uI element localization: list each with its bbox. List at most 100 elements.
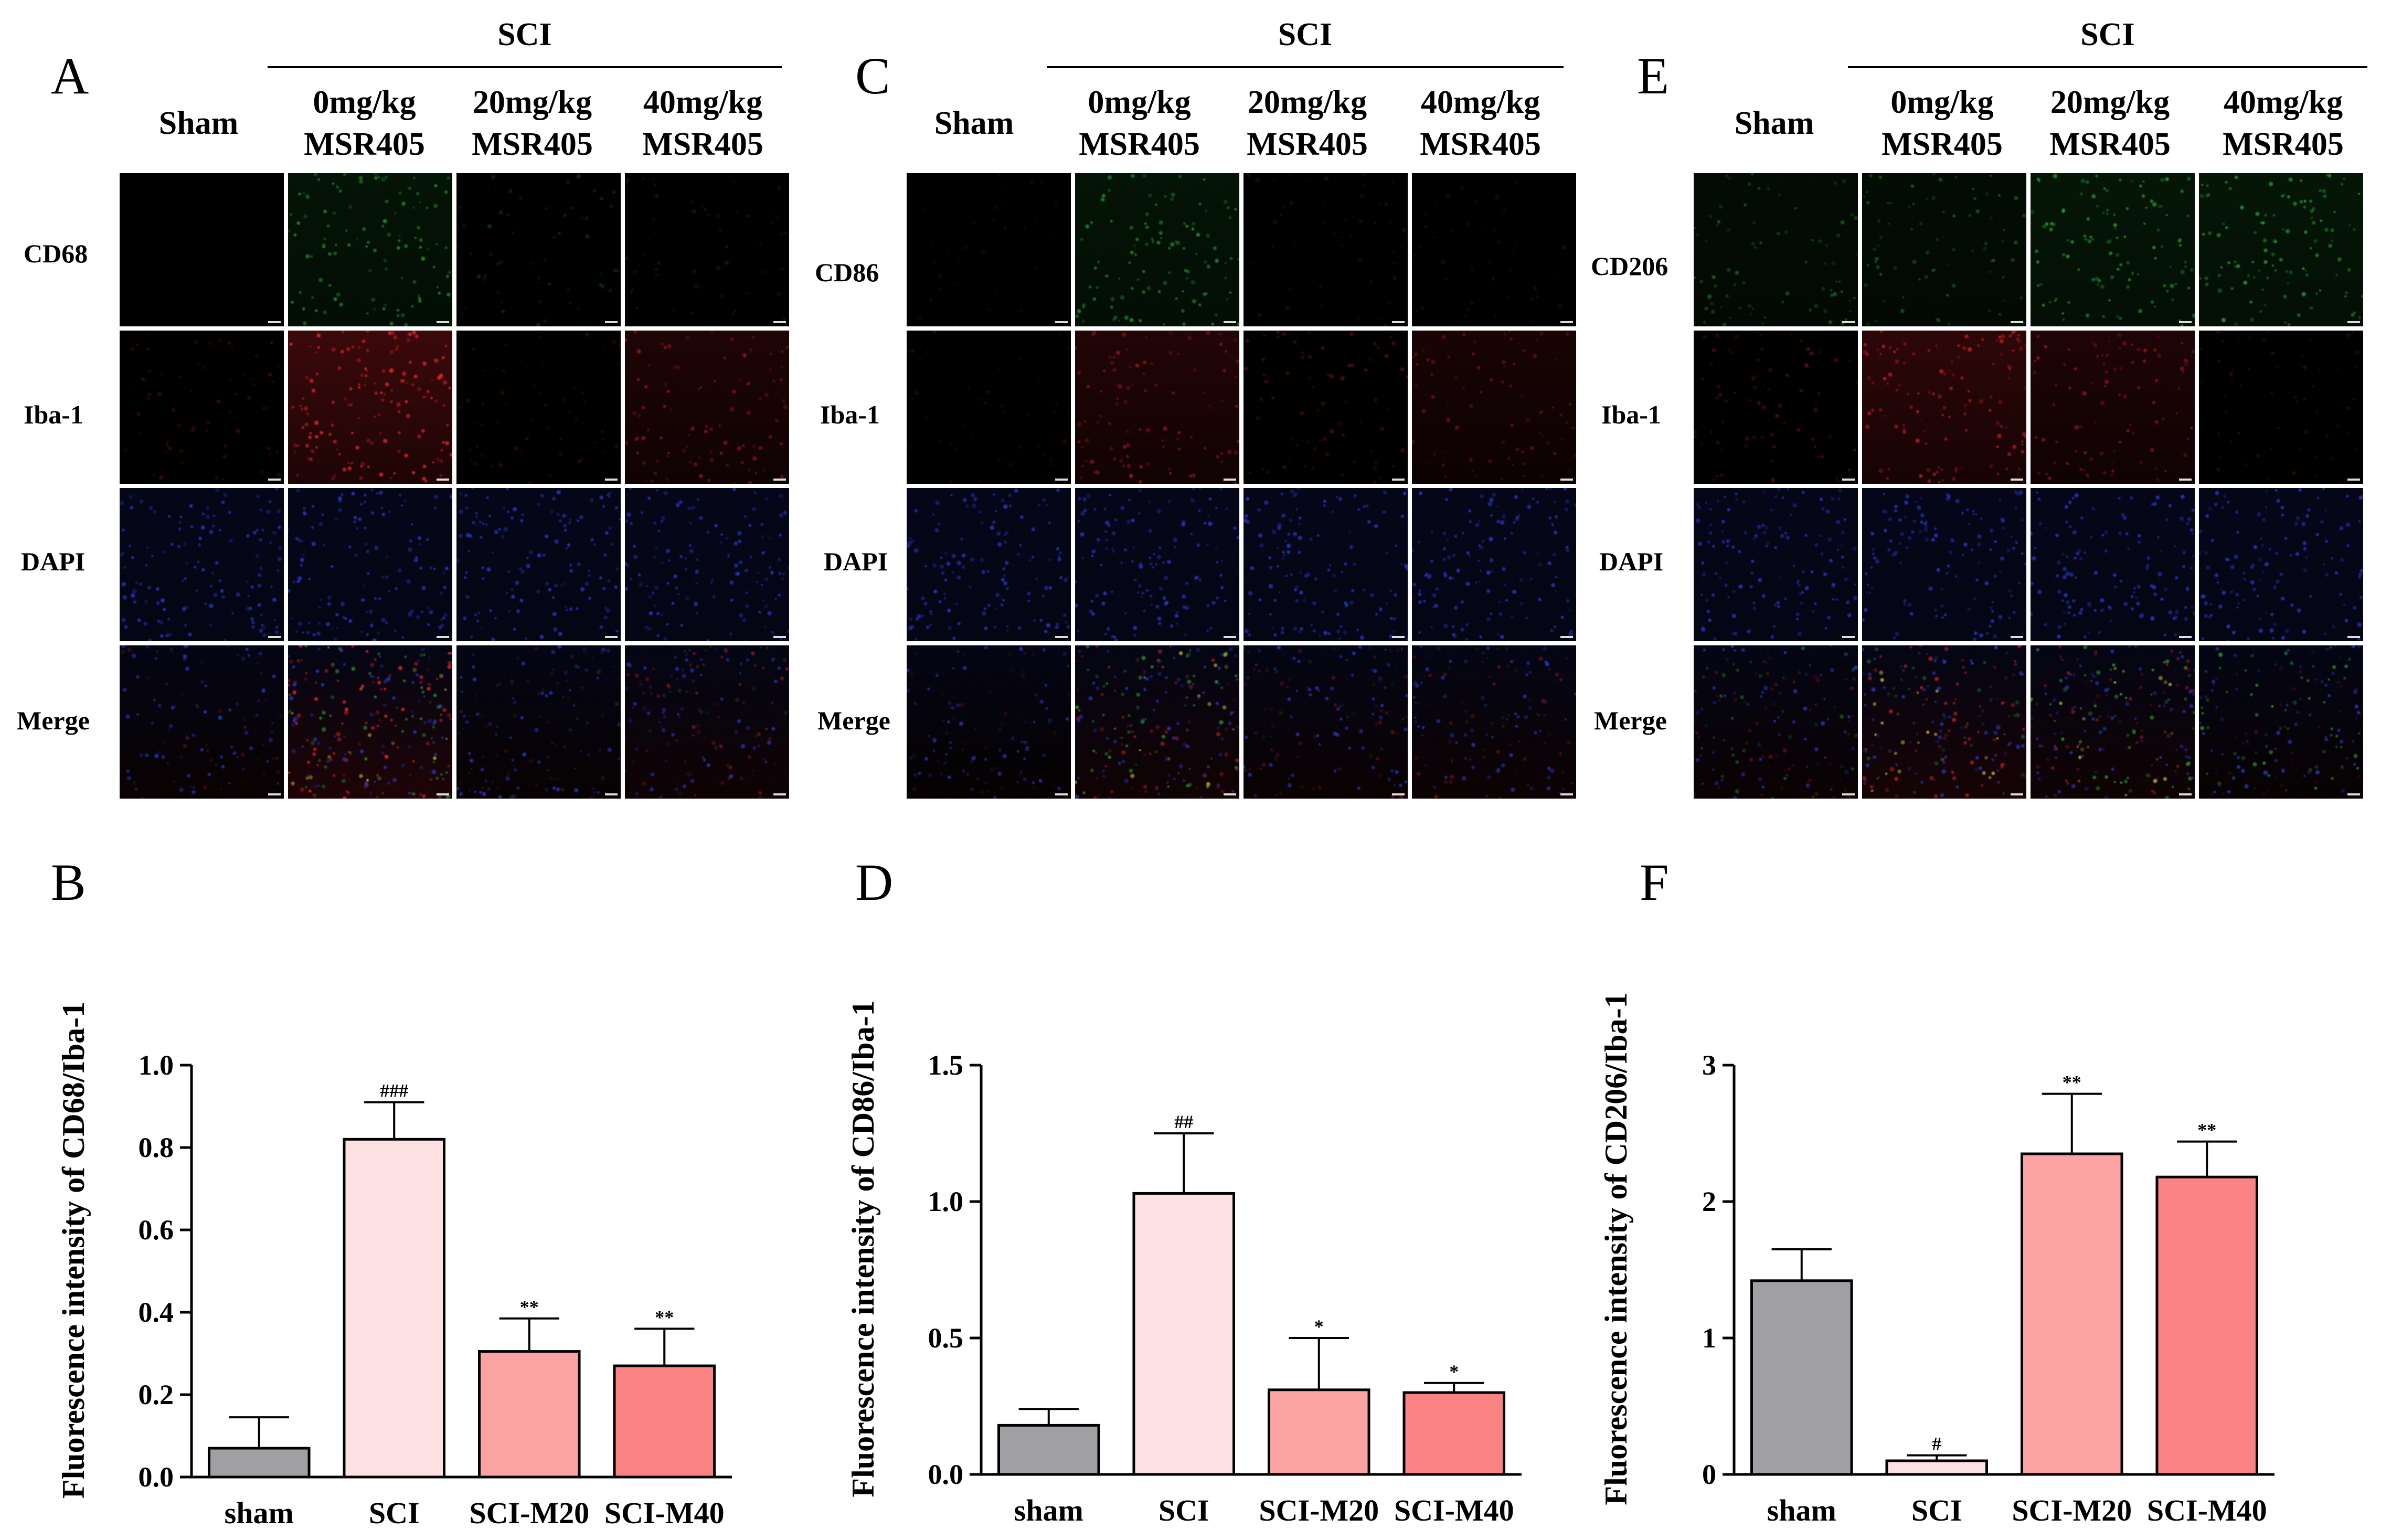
micrograph-texture xyxy=(907,331,1071,484)
micrograph-texture xyxy=(1862,173,2026,326)
micrograph-texture xyxy=(120,645,284,799)
micrograph-texture xyxy=(1862,331,2026,484)
bar xyxy=(613,1364,716,1479)
significance-label: ### xyxy=(380,1080,408,1101)
y-tick-label: 0 xyxy=(1702,1459,1716,1490)
micrograph-tile-merge-1 xyxy=(907,645,1071,799)
x-tick-label: SCI-M20 xyxy=(2012,1493,2132,1527)
scale-bar xyxy=(1560,321,1573,323)
micrograph-tile-marker-4 xyxy=(625,173,789,326)
scale-bar xyxy=(1560,793,1573,795)
sci-group-line xyxy=(268,66,782,68)
panel-letter-D: D xyxy=(855,853,894,911)
scale-bar xyxy=(2347,793,2360,795)
column-header-0mg: 0mg/kg MSR405 xyxy=(304,84,425,162)
x-tick-label: SCI-M40 xyxy=(2147,1493,2267,1527)
significance-label: ** xyxy=(2197,1120,2216,1141)
micrograph-tile-merge-2 xyxy=(288,645,452,799)
scale-bar xyxy=(773,636,786,638)
y-axis-label: Fluorescence intensity of CD86/Iba-1 xyxy=(846,1000,880,1497)
micrograph-texture xyxy=(288,488,452,641)
scale-bar xyxy=(605,321,618,323)
scale-bar xyxy=(1392,321,1405,323)
x-tick-label: sham xyxy=(225,1496,294,1530)
micrograph-texture xyxy=(1243,488,1408,641)
bar xyxy=(997,1424,1100,1476)
micrograph-texture xyxy=(1243,173,1408,326)
micrograph-texture xyxy=(456,488,621,641)
column-header-sham: Sham xyxy=(158,105,239,141)
micrograph-texture xyxy=(1412,173,1576,326)
micrograph-texture xyxy=(625,331,789,484)
micrograph-texture xyxy=(1243,645,1408,799)
bar xyxy=(2155,1175,2259,1476)
micrograph-tile-dapi-1 xyxy=(907,488,1071,641)
scale-bar xyxy=(773,793,786,795)
scale-bar xyxy=(1224,479,1236,481)
scale-bar xyxy=(437,636,449,638)
micrograph-texture xyxy=(1694,645,1858,799)
micrograph-tile-iba-1 xyxy=(120,331,284,484)
micrograph-tile-merge-3 xyxy=(456,645,621,799)
micrograph-tile-iba-2 xyxy=(1075,331,1239,484)
bar-chart-D: 0.0 0.5 1.0 1.5 Fluorescence intensity of CD… xyxy=(846,1000,1522,1527)
micrograph-tile-marker-3 xyxy=(1243,173,1408,326)
micrograph-tile-dapi-3 xyxy=(1243,488,1408,641)
x-tick-label: SCI-M20 xyxy=(1259,1493,1379,1527)
scale-bar xyxy=(1560,479,1573,481)
micrograph-tile-dapi-4 xyxy=(2199,488,2363,641)
panel-letter-E: E xyxy=(1637,47,1670,105)
micrograph-texture xyxy=(1412,645,1576,799)
scale-bar xyxy=(605,636,618,638)
micrograph-texture xyxy=(1075,331,1239,484)
row-label-dapi: DAPI xyxy=(21,547,86,576)
micrograph-texture xyxy=(1862,645,2026,799)
scale-bar xyxy=(1224,636,1236,638)
micrograph-tile-merge-2 xyxy=(1075,645,1239,799)
micrograph-texture xyxy=(1694,488,1858,641)
bar-chart-F: 0 1 2 3 Fluorescence intensity of CD206/Iba-… xyxy=(1599,992,2275,1527)
micrograph-texture xyxy=(1075,488,1239,641)
micrograph-tile-iba-2 xyxy=(1862,331,2026,484)
micrograph-tile-dapi-2 xyxy=(288,488,452,641)
micrograph-tile-iba-3 xyxy=(456,331,621,484)
y-tick-label: 0.0 xyxy=(139,1461,174,1493)
scale-bar xyxy=(1055,636,1068,638)
scale-bar xyxy=(1224,321,1236,323)
micrograph-texture xyxy=(120,173,284,326)
row-label-dapi: DAPI xyxy=(1599,547,1664,576)
micrograph-texture xyxy=(2199,331,2363,484)
micrograph-texture xyxy=(1243,331,1408,484)
scale-bar xyxy=(1842,321,1855,323)
y-tick-label: 1.0 xyxy=(928,1186,964,1217)
micrograph-tile-marker-1 xyxy=(907,173,1071,326)
bar-chart-B: 0.0 0.2 0.4 0.6 0.8 1.0 Fluorescence intensity… xyxy=(56,1002,732,1530)
significance-label: ** xyxy=(655,1307,674,1327)
column-header-20mg: 20mg/kg MSR405 xyxy=(472,84,593,162)
column-header-0mg: 0mg/kg MSR405 xyxy=(1079,84,1200,162)
row-label-marker: CD68 xyxy=(24,239,88,268)
micrograph-tile-merge-4 xyxy=(625,645,789,799)
micrograph-tile-iba-4 xyxy=(625,331,789,484)
row-label-marker: CD86 xyxy=(815,258,879,287)
scale-bar xyxy=(2179,793,2192,795)
bar xyxy=(207,1447,311,1479)
scale-bar xyxy=(1055,793,1068,795)
bar xyxy=(1750,1279,1853,1476)
micrograph-tile-dapi-3 xyxy=(456,488,621,641)
scale-bar xyxy=(773,479,786,481)
micrograph-texture xyxy=(1862,488,2026,641)
bar xyxy=(1885,1459,1989,1476)
scale-bar xyxy=(773,321,786,323)
row-label-iba1: Iba-1 xyxy=(1601,400,1661,429)
scale-bar xyxy=(268,793,281,795)
micrograph-tile-marker-4 xyxy=(2199,173,2363,326)
micrograph-texture xyxy=(2199,173,2363,326)
micrograph-tile-iba-3 xyxy=(2031,331,2195,484)
column-header-20mg: 20mg/kg MSR405 xyxy=(1247,84,1368,162)
sci-group-label: SCI xyxy=(2080,17,2135,52)
column-header-sham: Sham xyxy=(934,105,1014,141)
micrograph-tile-marker-1 xyxy=(1694,173,1858,326)
y-tick-label: 0.6 xyxy=(139,1214,174,1246)
micrograph-texture xyxy=(1694,173,1858,326)
